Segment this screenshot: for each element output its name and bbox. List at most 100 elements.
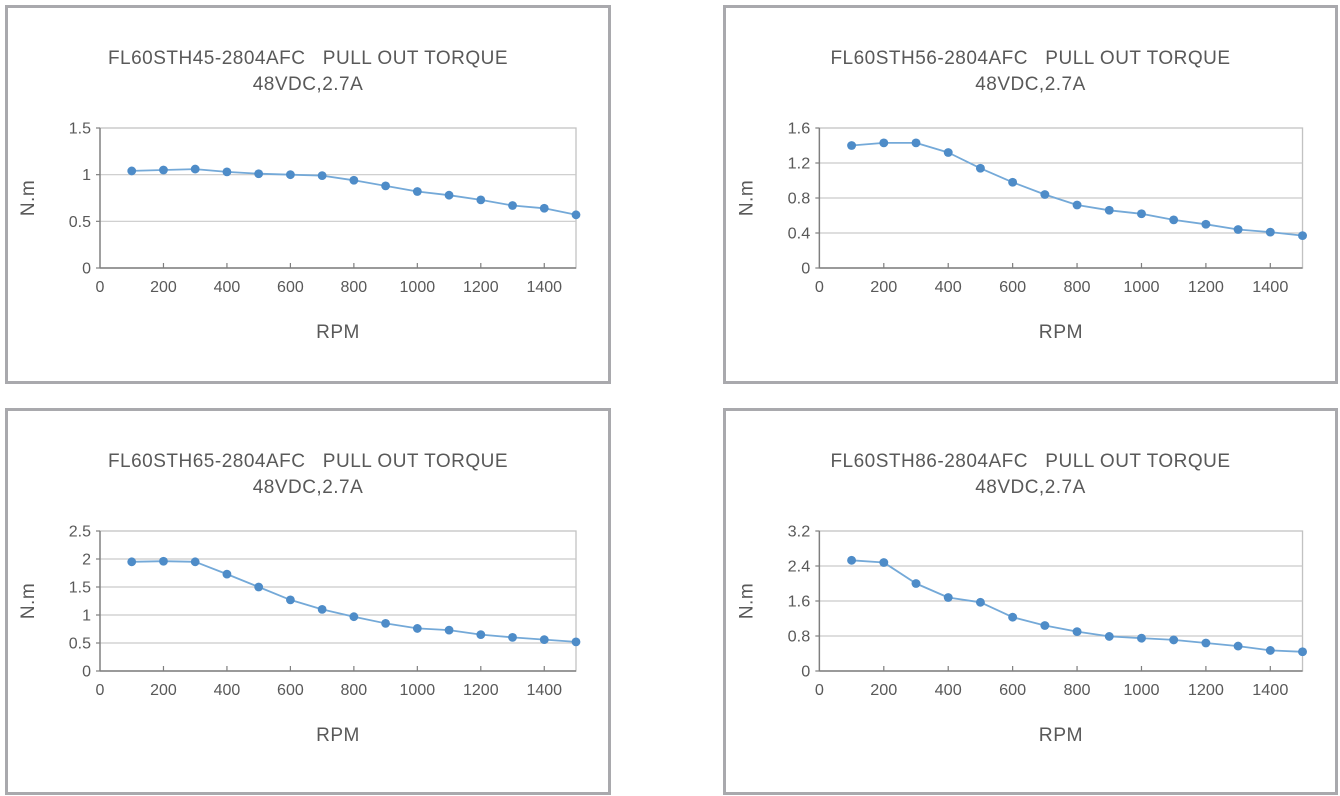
data-point-marker: [1233, 225, 1243, 234]
plot-border: [99, 127, 577, 269]
data-point-marker: [1072, 627, 1082, 637]
data-point-marker: [1201, 219, 1211, 229]
y-tick-label: 1.6: [788, 120, 811, 138]
x-tick-label: 0: [815, 681, 824, 699]
y-tick-label: 0.5: [69, 636, 91, 653]
data-point-marker: [1137, 633, 1146, 643]
y-tick-label: 1.6: [788, 593, 811, 611]
data-point-marker: [539, 203, 549, 213]
data-point-marker: [127, 166, 137, 176]
data-point-marker: [1008, 612, 1018, 622]
x-axis-label: RPM: [1039, 322, 1083, 343]
x-tick-label: 400: [935, 681, 962, 699]
chart-title: FL60STH56-2804AFC PULL OUT TORQUE: [830, 48, 1231, 69]
x-tick-label: 600: [999, 278, 1026, 296]
data-point-marker: [1040, 190, 1050, 199]
pull-out-torque-line-chart: 0 0.4 0.8 1.2 1.6 0 200 400 600 800 1000 1200 1400 RP…: [736, 120, 1307, 343]
chart-panel-fl60sth65: FL60STH65-2804AFC PULL OUT TORQUE 48VDC,…: [5, 408, 611, 795]
data-point-marker: [222, 167, 232, 177]
data-point-marker: [847, 141, 857, 150]
x-axis-label: RPM: [316, 322, 360, 343]
data-point-marker: [222, 569, 232, 579]
data-point-marker: [1137, 209, 1146, 219]
x-tick-label: 200: [150, 279, 177, 296]
y-axis-label: N.m: [18, 180, 39, 216]
pull-out-torque-line-chart: 0 0.5 1 1.5 2 2.5 0 200 400 600 800 1000 1200 1400 RPM…: [18, 524, 581, 746]
data-point-marker: [539, 635, 549, 645]
chart-subtitle: 48VDC,2.7A: [252, 477, 364, 498]
chart-panel-fl60sth56: FL60STH56-2804AFC PULL OUT TORQUE 48VDC,…: [723, 5, 1338, 384]
data-point-marker: [190, 557, 200, 567]
data-point-marker: [254, 169, 264, 179]
x-tick-label: 1200: [1188, 681, 1224, 699]
x-tick-label: 600: [277, 279, 304, 296]
data-point-marker: [1233, 641, 1243, 651]
x-tick-label: 1400: [1252, 681, 1288, 699]
data-point-marker: [1298, 231, 1307, 241]
torque-curve: [851, 559, 1303, 653]
data-point-marker: [571, 637, 581, 647]
data-point-marker: [975, 163, 985, 173]
data-point-marker: [127, 557, 137, 567]
chart-title-block: FL60STH45-2804AFC PULL OUT TORQUE 48VDC,…: [8, 46, 608, 98]
data-point-marker: [444, 190, 454, 200]
data-point-marker: [1265, 227, 1275, 237]
y-tick-label: 0: [801, 260, 810, 278]
data-point-marker: [381, 181, 390, 191]
x-tick-label: 600: [277, 682, 304, 699]
x-tick-label: 0: [96, 682, 105, 699]
y-axis-label: N.m: [18, 583, 39, 619]
y-tick-label: 0.8: [788, 628, 811, 646]
data-point-marker: [1169, 215, 1179, 225]
data-point-marker: [286, 595, 295, 605]
torque-curve: [851, 141, 1303, 237]
data-point-marker: [879, 138, 889, 148]
x-tick-label: 200: [870, 681, 897, 699]
x-tick-label: 1200: [1188, 278, 1224, 296]
data-point-marker: [508, 633, 517, 642]
chart-panel-fl60sth45: FL60STH45-2804AFC PULL OUT TORQUE 48VDC,…: [5, 5, 611, 384]
x-tick-label: 200: [870, 278, 897, 296]
x-tick-label: 0: [96, 279, 105, 296]
y-tick-label: 0.4: [788, 225, 811, 243]
x-tick-label: 1200: [463, 279, 499, 296]
data-point-marker: [1040, 621, 1050, 630]
data-point-marker: [943, 593, 953, 602]
y-axis-label: N.m: [736, 180, 757, 216]
data-point-marker: [412, 624, 422, 633]
chart-title-block: FL60STH86-2804AFC PULL OUT TORQUE 48VDC,…: [726, 449, 1335, 501]
data-point-marker: [159, 556, 168, 566]
pull-out-torque-line-chart: 0 0.8 1.6 2.4 3.2 0 200 400 600 800 1000 1200 1400 RP…: [736, 523, 1307, 746]
y-tick-label: 2.4: [788, 558, 811, 576]
data-point-marker: [571, 210, 581, 220]
data-point-marker: [317, 605, 327, 614]
y-tick-label: 0: [82, 261, 91, 278]
y-tick-label: 1.5: [69, 580, 91, 597]
data-point-marker: [349, 612, 359, 622]
y-tick-label: 0: [801, 663, 810, 681]
data-point-marker: [911, 138, 921, 148]
x-tick-label: 1200: [463, 682, 499, 699]
data-point-marker: [879, 558, 889, 567]
data-point-marker: [254, 582, 264, 592]
data-point-marker: [508, 201, 517, 210]
y-tick-label: 1: [82, 608, 91, 625]
x-tick-label: 400: [214, 279, 241, 296]
y-tick-label: 1.5: [69, 121, 91, 138]
chart-subtitle: 48VDC,2.7A: [975, 477, 1086, 498]
chart-title: FL60STH45-2804AFC PULL OUT TORQUE: [107, 48, 509, 69]
pull-out-torque-line-chart: 0 0.5 1 1.5 0 200 400 600 800 1000 1200 1400 RPM N.m: [18, 121, 581, 343]
data-point-marker: [286, 170, 295, 180]
data-point-marker: [1169, 635, 1179, 645]
x-tick-label: 800: [1064, 278, 1091, 296]
x-tick-label: 800: [341, 682, 368, 699]
data-point-marker: [975, 597, 985, 607]
chart-panel-fl60sth86: FL60STH86-2804AFC PULL OUT TORQUE 48VDC,…: [723, 408, 1338, 795]
data-point-marker: [911, 579, 921, 588]
data-point-marker: [412, 187, 422, 196]
x-tick-label: 1000: [400, 682, 436, 699]
x-tick-label: 200: [150, 682, 177, 699]
x-tick-label: 1400: [526, 279, 562, 296]
x-tick-label: 1000: [1123, 278, 1159, 296]
chart-subtitle: 48VDC,2.7A: [252, 74, 364, 95]
